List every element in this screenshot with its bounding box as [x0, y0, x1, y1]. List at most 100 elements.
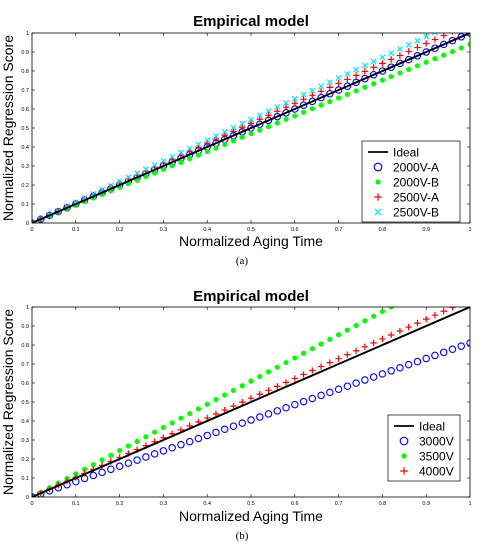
series-2000v-b-point: [204, 148, 210, 155]
x-tick-label: 0.5: [247, 501, 255, 507]
chart-title: Empirical model: [193, 288, 309, 305]
series-3500v-point: [248, 378, 254, 384]
series-2000v-a-point: [361, 74, 369, 83]
series-2000v-b-point: [379, 77, 385, 83]
series-2500v-b-point: [405, 41, 412, 48]
series-4000v-point: [440, 308, 447, 315]
series-3500v-point: [292, 355, 298, 361]
series-2000v-b-point: [300, 109, 307, 115]
series-2500v-a-point: [396, 52, 404, 59]
series-2000v-b-point: [239, 134, 245, 140]
x-tick-label: 1: [468, 501, 471, 507]
series-2500v-b-point: [431, 33, 438, 36]
series-3000v-point: [308, 394, 317, 403]
y-tick-label: 0: [26, 221, 29, 227]
series-3500v-point: [309, 346, 315, 352]
series-3000v-point: [387, 367, 395, 375]
series-2000v-b-point: [187, 156, 193, 162]
series-2000v-a-point: [334, 86, 343, 94]
series-3500v-point: [152, 429, 158, 435]
series-2500v-a-point: [431, 36, 439, 43]
series-3500v-point: [257, 373, 263, 380]
x-tick-label: 0.5: [247, 227, 255, 233]
series-4000v-point: [396, 327, 404, 335]
series-3500v-point: [99, 457, 105, 463]
series-3000v-point: [396, 363, 404, 372]
series-3500v-point: [204, 401, 210, 407]
chart-a: Empirical model 0 0.1 0.2 0.3 0.4 0.5 0.6 0.7 0.8…: [0, 13, 472, 249]
series-4000v-point: [405, 323, 412, 331]
plot-area: [32, 282, 473, 497]
series-3000v-point: [115, 462, 124, 470]
series-3000v-point: [124, 459, 133, 467]
series-3000v-point: [334, 385, 343, 394]
series-2000v-b-point: [397, 70, 403, 76]
series-3000v-point: [282, 403, 290, 412]
series-3500v-point: [125, 443, 131, 449]
series-3500v-point: [432, 282, 437, 286]
series-3500v-point: [327, 336, 333, 342]
series-4000v-point: [467, 296, 473, 302]
x-tick-label: 0.2: [116, 501, 124, 507]
series-2000v-b-point: [414, 63, 421, 69]
series-2000v-a-point: [413, 52, 422, 60]
series-2000v-a-point: [404, 55, 413, 64]
series-2000v-b-point: [265, 123, 272, 130]
series-3500v-point: [117, 448, 123, 454]
series-2500v-b-point: [379, 54, 386, 61]
series-3000v-point: [369, 373, 378, 381]
series-3000v-point: [343, 382, 352, 390]
series-4000v-point: [317, 363, 325, 370]
series-2500v-b-point: [344, 70, 351, 77]
series-2500v-a-point: [423, 40, 430, 47]
series-3500v-point: [90, 461, 96, 468]
series-4000v: [32, 296, 473, 497]
series-2000v-b-point: [248, 131, 254, 137]
y-axis-label: Normalized Regression Score: [0, 35, 16, 221]
series-3500v-point: [397, 300, 402, 305]
series-4000v-point: [335, 355, 342, 362]
series-ideal-line-top: [32, 307, 470, 497]
series-2500v-b: [32, 33, 438, 223]
x-tick-label: 0.9: [422, 227, 430, 233]
series-2500v-a-point: [361, 68, 369, 75]
series-4000v-point: [361, 343, 369, 351]
series-2000v-a-point: [343, 82, 352, 90]
series-2000v-b-point: [195, 152, 202, 158]
series-2500v-a-point: [352, 72, 360, 79]
series-2000v-b-point: [283, 116, 289, 123]
series-3000v-point: [177, 440, 185, 449]
series-2500v-b-point: [239, 120, 246, 127]
y-axis-label: Normalized Regression Score: [0, 309, 16, 495]
legend-2000v-b-swatch: [375, 179, 381, 185]
x-tick-label: 0.8: [379, 501, 387, 507]
series-2500v-a-point: [451, 33, 454, 35]
y-tick-label: 0.5: [21, 126, 29, 132]
series-3000v-point: [264, 410, 273, 418]
y-tick-label: 0.6: [21, 381, 29, 387]
series-4000v-point: [265, 387, 272, 394]
x-tick-label: 1: [468, 227, 471, 233]
series-4000v-point: [458, 300, 464, 306]
series-2500v-a-point: [335, 80, 342, 87]
series-2500v-b-point: [248, 116, 254, 123]
series-3000v-point: [107, 465, 115, 474]
caption-b: (b): [235, 530, 249, 542]
x-tick-label: 0: [30, 227, 33, 233]
y-tick-label: 0: [26, 495, 29, 501]
y-tick-label: 0.6: [21, 107, 29, 113]
series-2000v-b-point: [160, 166, 166, 173]
legend-2000v-b-label: 2000V-B: [393, 176, 439, 190]
series-2500v-a-point: [300, 96, 307, 103]
series-4000v-point: [221, 406, 228, 414]
series-2000v-b-point: [230, 138, 237, 144]
legend-ideal-label: Ideal: [393, 146, 419, 160]
y-tick-label: 1: [26, 305, 29, 311]
series-3500v-point: [178, 415, 184, 421]
series-2000v-b-point: [441, 52, 447, 58]
x-tick-label: 0.4: [203, 501, 211, 507]
y-tick-label: 0.8: [21, 343, 29, 349]
series-2500v-b-point: [283, 99, 290, 106]
series-3500v-point: [213, 397, 219, 403]
